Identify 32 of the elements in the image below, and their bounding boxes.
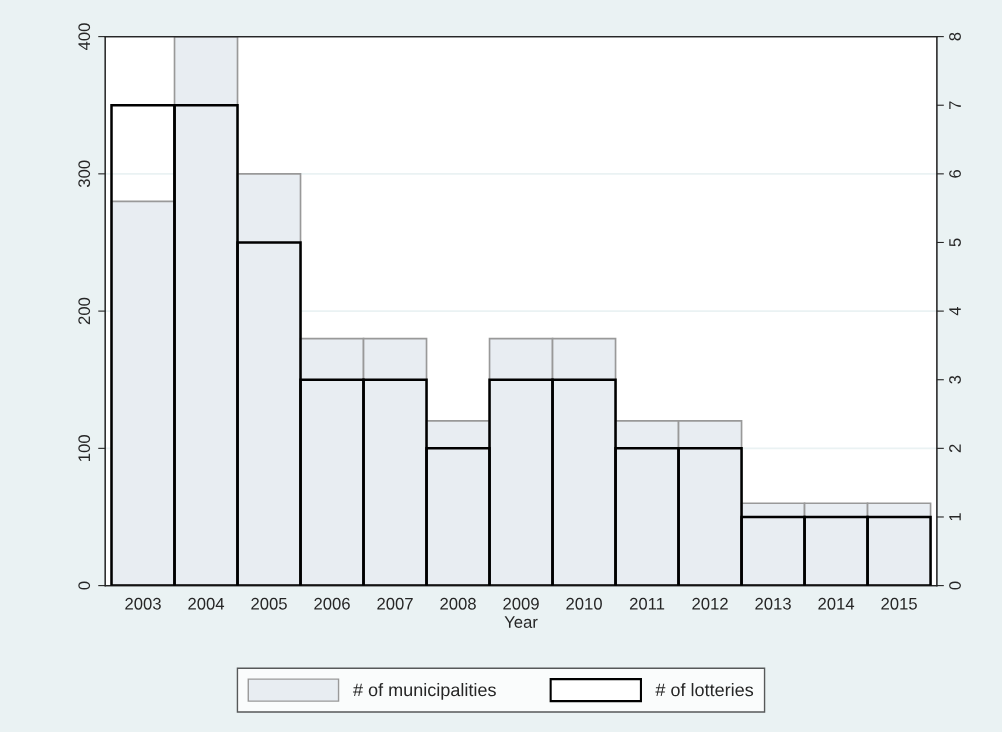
y-tick-label: 400 [78, 23, 91, 51]
x-tick-label: 2011 [629, 597, 665, 610]
y2-tick-label: 8 [949, 32, 961, 41]
x-axis-title: Year [504, 616, 538, 628]
x-tick-label: 2004 [188, 597, 225, 610]
x-tick-label: 2013 [755, 597, 791, 610]
x-tick-label: 2008 [440, 597, 476, 610]
y-tick-label: 200 [78, 297, 91, 325]
x-tick-label: 2010 [566, 597, 602, 610]
y-tick-label: 0 [78, 581, 91, 590]
x-tick-label: 2003 [125, 597, 161, 610]
x-tick-label: 2014 [818, 597, 855, 610]
y2-tick-label: 6 [949, 169, 961, 178]
y2-tick-label: 0 [949, 581, 961, 590]
bar [425, 420, 491, 586]
x-tick-label: 2015 [881, 597, 917, 610]
y2-tick-label: 4 [949, 306, 961, 316]
x-tick-label: 2012 [692, 597, 728, 610]
y2-tick-label: 5 [949, 238, 961, 247]
x-tick-label: 2005 [251, 597, 287, 610]
y2-tick-label: 1 [949, 513, 961, 521]
y2-tick-label: 3 [949, 375, 961, 384]
x-tick-label: 2006 [314, 597, 350, 610]
bar [110, 200, 176, 586]
y2-tick-label: 7 [949, 101, 961, 109]
legend-label: # of municipalities [353, 683, 496, 700]
legend-label: # of lotteries [655, 683, 754, 697]
y-tick-label: 100 [78, 435, 91, 461]
y2-tick-label: 2 [949, 444, 961, 453]
y-tick-label: 300 [78, 160, 91, 188]
x-tick-label: 2007 [377, 597, 413, 610]
x-tick-label: 2009 [503, 597, 539, 610]
